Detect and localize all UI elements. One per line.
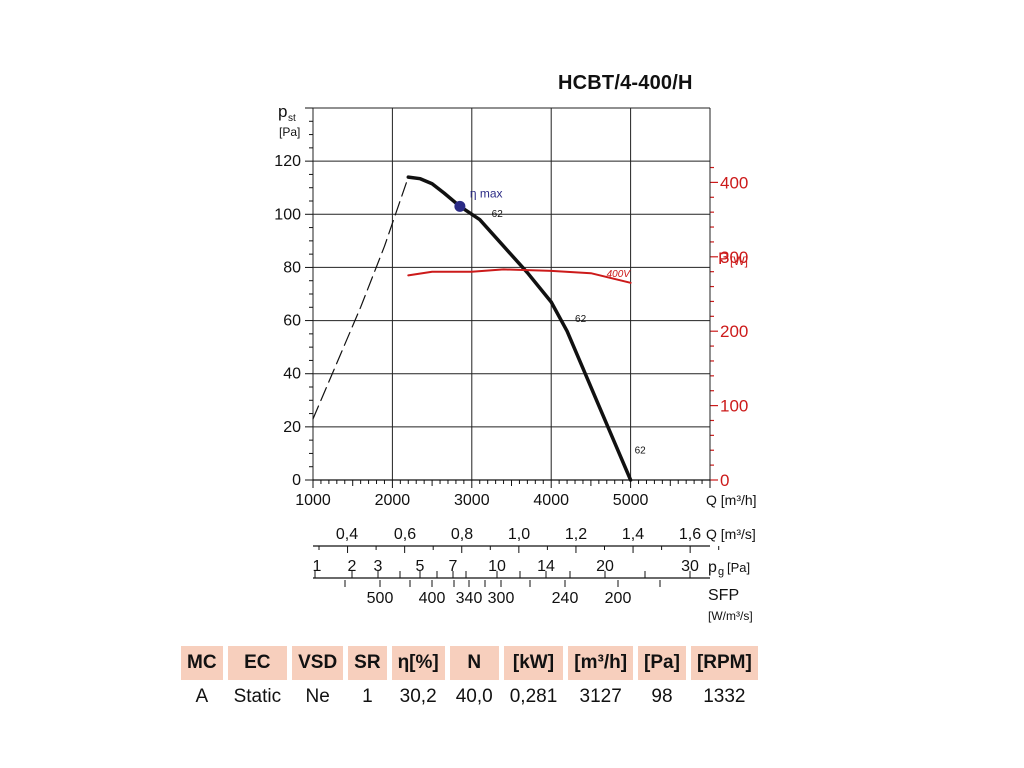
scale-label-pg: 1	[313, 558, 322, 575]
scale-label-qs: 0,6	[394, 526, 416, 543]
spec-header-row: MC EC VSD SR η[%] N [kW] [m³/h] [Pa] [RP…	[181, 646, 758, 680]
y2-tick-label: 200	[720, 322, 748, 341]
scale-label-qs: 0,4	[336, 526, 358, 543]
header-rpm: [RPM]	[690, 646, 758, 680]
value-mc: A	[195, 686, 209, 707]
header-efficiency: η[%]	[391, 646, 445, 680]
y-axis-label-sub: st	[288, 113, 296, 124]
value-ec: Static	[233, 686, 282, 707]
pressure-curve-line	[406, 175, 633, 482]
scale-label-pg: 20	[596, 558, 614, 575]
value-n: 40,0	[455, 686, 493, 707]
curve-annotation-62: 62	[635, 445, 647, 456]
y2-tick-label: 100	[720, 397, 748, 416]
y-tick-label: 100	[274, 206, 301, 223]
y-tick-label: 40	[283, 366, 301, 383]
x-tick-label: 1000	[295, 492, 331, 509]
scale-label-pg: 14	[537, 558, 555, 575]
y2-axis-label-sub: [W]	[730, 254, 748, 268]
x-tick-label: 3000	[454, 492, 490, 509]
header-sr: SR	[348, 646, 387, 680]
scale-label-pg: 10	[488, 558, 506, 575]
scale-label-qs: 0,8	[451, 526, 473, 543]
axes	[305, 107, 718, 488]
curve-annotation-62: 62	[492, 209, 504, 220]
scale-title-pg: p	[708, 559, 717, 576]
scale-label-sfp: 340	[456, 590, 483, 607]
scale-label-sfp: 300	[488, 590, 515, 607]
eta-max-marker	[454, 200, 466, 212]
scale-label-sfp: 400	[419, 590, 446, 607]
y-tick-label: 120	[274, 153, 301, 170]
y-tick-label: 80	[283, 259, 301, 276]
x-tick-label: 2000	[375, 492, 411, 509]
scale-title-sfp: SFP	[708, 587, 739, 604]
y-tick-label: 20	[283, 419, 301, 436]
header-n: N	[449, 646, 499, 680]
value-flow: 3127	[579, 686, 622, 707]
y2-tick-label: 300	[720, 248, 748, 267]
power-curve-line	[407, 268, 632, 284]
spec-table: MC EC VSD SR η[%] N [kW] [m³/h] [Pa] [RP…	[176, 646, 763, 714]
header-ec: EC	[227, 646, 288, 680]
scale-title-qs: Q [m³/s]	[706, 526, 756, 542]
header-flow: [m³/h]	[568, 646, 634, 680]
value-efficiency: 30,2	[399, 686, 437, 707]
series-label-2: 400V	[607, 269, 632, 280]
eta-max-label: η max	[470, 186, 503, 200]
secondary-scales: 0,4 0,6 0,8 1,0 1,2 1,4 1,6 Q [m³/s] 1 2 3 5 7 10 14 20…	[313, 526, 756, 623]
scale-label-sfp: 500	[367, 590, 394, 607]
scale-label-sfp: 200	[605, 590, 632, 607]
header-vsd: VSD	[292, 646, 344, 680]
scale-unit-sfp: [W/m³/s]	[708, 609, 753, 623]
labels-layer: 0 20 40 60 80 100 120 p st[Pa] 0 100 200 300 400 P [W] 1…	[274, 102, 756, 509]
series-layer	[312, 175, 633, 482]
grid	[312, 107, 711, 481]
header-kw: [kW]	[503, 646, 564, 680]
scale-label-qs: 1,2	[565, 526, 587, 543]
value-pressure: 98	[651, 686, 673, 707]
scale-label-sfp: 240	[552, 590, 579, 607]
scale-title-pg-sub: g	[718, 566, 724, 578]
scale-label-qs: 1,0	[508, 526, 530, 543]
y2-tick-label: 400	[720, 173, 748, 192]
x-tick-label: 4000	[533, 492, 569, 509]
value-kw: 0,281	[509, 686, 558, 707]
x-tick-label: 5000	[613, 492, 649, 509]
scale-title-pg-unit: [Pa]	[727, 560, 750, 575]
y-axis-unit: [Pa]	[279, 125, 300, 139]
y-axis-label: p	[278, 102, 287, 121]
value-vsd: Ne	[305, 686, 330, 707]
scale-label-pg: 3	[374, 558, 383, 575]
x-axis-label: Q [m³/h]	[706, 492, 757, 508]
chart-title: HCBT/4-400/H	[558, 72, 693, 94]
scale-label-pg: 30	[681, 558, 699, 575]
y-tick-label: 60	[283, 313, 301, 330]
header-pressure: [Pa]	[638, 646, 686, 680]
scale-label-qs: 1,6	[679, 526, 701, 543]
scale-label-pg: 5	[416, 558, 425, 575]
spec-value-row: A Static Ne 1 30,2 40,0 0,281 3127 98 13…	[181, 680, 758, 714]
curve-annotation-62: 62	[575, 314, 587, 325]
pressure-curve-dashed-line	[312, 176, 409, 420]
y2-axis-label: P	[718, 249, 729, 268]
header-mc: MC	[181, 646, 223, 680]
scale-label-pg: 2	[348, 558, 357, 575]
value-sr: 1	[362, 686, 373, 707]
y-tick-label: 0	[292, 472, 301, 489]
value-rpm: 1332	[703, 686, 746, 707]
scale-label-pg: 7	[449, 558, 458, 575]
scale-label-qs: 1,4	[622, 526, 644, 543]
y2-tick-label: 0	[720, 471, 729, 490]
